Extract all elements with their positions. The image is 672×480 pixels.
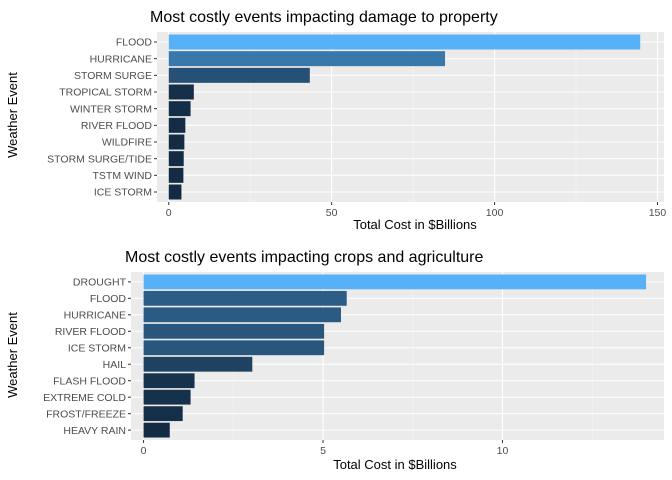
bar [143,406,183,422]
x-axis-title: Total Cost in $Billions [333,457,457,472]
chart-title: Most costly events impacting damage to p… [150,9,498,26]
y-tick-label: ICE STORM [68,342,126,354]
y-tick-label: STORM SURGE [74,70,152,82]
x-tick-label: 5 [320,445,326,457]
crop-damage-chart: Most costly events impacting crops and a… [5,249,664,472]
y-tick-label: HURRICANE [90,53,152,65]
y-tick-label: RIVER FLOOD [55,326,127,338]
y-tick-label: TSTM WIND [93,170,153,182]
y-tick-label: STORM SURGE/TIDE [47,153,152,165]
bar [143,340,325,356]
bar [168,67,310,83]
bar [168,101,191,117]
bar [143,356,253,372]
y-tick-label: RIVER FLOOD [81,120,153,132]
y-tick-label: DROUGHT [73,277,127,289]
y-tick-label: TROPICAL STORM [59,87,152,99]
x-tick-label: 0 [141,445,147,457]
y-axis-title: Weather Event [5,312,20,398]
y-axis-title: Weather Event [5,72,20,158]
y-tick-label: HAIL [103,359,127,371]
bar [168,134,185,150]
x-tick-label: 150 [649,207,667,219]
bar [143,373,195,389]
y-tick-label: FLOOD [116,37,153,49]
y-tick-label: ICE STORM [94,187,152,199]
bar [143,389,191,405]
x-tick-label: 10 [497,445,509,457]
bar [168,184,182,200]
x-axis-title: Total Cost in $Billions [353,217,477,232]
y-tick-label: HEAVY RAIN [63,425,126,437]
bar [143,307,341,323]
chart-title: Most costly events impacting crops and a… [125,249,483,266]
bar [143,422,170,438]
x-tick-label: 0 [166,207,172,219]
bar [168,167,184,183]
x-tick-label: 100 [486,207,504,219]
bar [143,323,325,339]
bar [143,290,347,306]
y-tick-label: FLASH FLOOD [53,375,126,387]
bar [168,151,184,167]
bar [168,84,194,100]
y-tick-label: WILDFIRE [102,137,152,149]
bar [168,34,641,50]
y-tick-label: WINTER STORM [70,103,152,115]
bar [168,51,446,67]
y-tick-label: FROST/FREEZE [46,408,126,420]
y-tick-label: EXTREME COLD [43,392,126,404]
bar [143,274,647,290]
y-tick-label: FLOOD [90,293,127,305]
property-damage-chart: Most costly events impacting damage to p… [5,9,666,232]
y-tick-label: HURRICANE [64,310,126,322]
bar [168,117,186,133]
x-tick-label: 50 [326,207,338,219]
